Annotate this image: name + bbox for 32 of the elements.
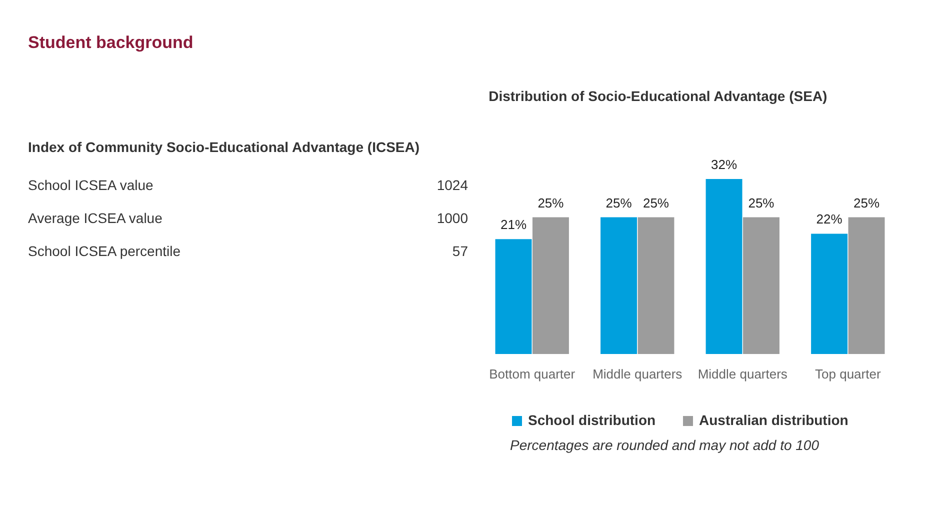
data-label: 25% xyxy=(642,195,670,210)
data-label: 25% xyxy=(748,195,775,210)
category-label: Average ICSEA value xyxy=(28,210,163,226)
bar xyxy=(495,239,532,354)
x-tick-label: Bottom quarter xyxy=(489,366,576,382)
data-label: 25% xyxy=(538,195,564,210)
chart-title: Distribution of Socio-Educational Advantage (SEA) xyxy=(488,88,828,104)
legend-label: Australian distribution xyxy=(699,412,848,428)
bar xyxy=(638,217,674,354)
data-label: 21% xyxy=(500,217,527,232)
data-label: 25% xyxy=(853,195,880,210)
x-tick-label: Top quarter xyxy=(815,366,882,382)
data-label: 25% xyxy=(606,195,632,210)
bar xyxy=(532,217,569,354)
bar xyxy=(848,217,885,354)
x-tick-label: Middle quarters xyxy=(698,366,788,382)
text: Student background xyxy=(28,33,194,52)
data-label: 57 xyxy=(452,243,468,259)
legend-label: School distribution xyxy=(528,412,656,428)
bar xyxy=(600,217,637,354)
bar xyxy=(811,234,848,354)
data-label: 1000 xyxy=(436,210,468,226)
text: Index of Community Socio-Educational Advantage (ICSEA) xyxy=(28,139,420,155)
bar xyxy=(706,179,742,354)
category-label: School ICSEA value xyxy=(28,177,154,193)
bar xyxy=(743,217,780,354)
data-label: 1024 xyxy=(436,177,468,193)
data-label: 32% xyxy=(711,157,738,172)
category-label: School ICSEA percentile xyxy=(28,243,181,259)
data-label: 22% xyxy=(816,212,843,227)
text: Percentages are rounded and may not add to 100 xyxy=(510,437,820,453)
x-tick-label: Middle quarters xyxy=(592,366,683,382)
